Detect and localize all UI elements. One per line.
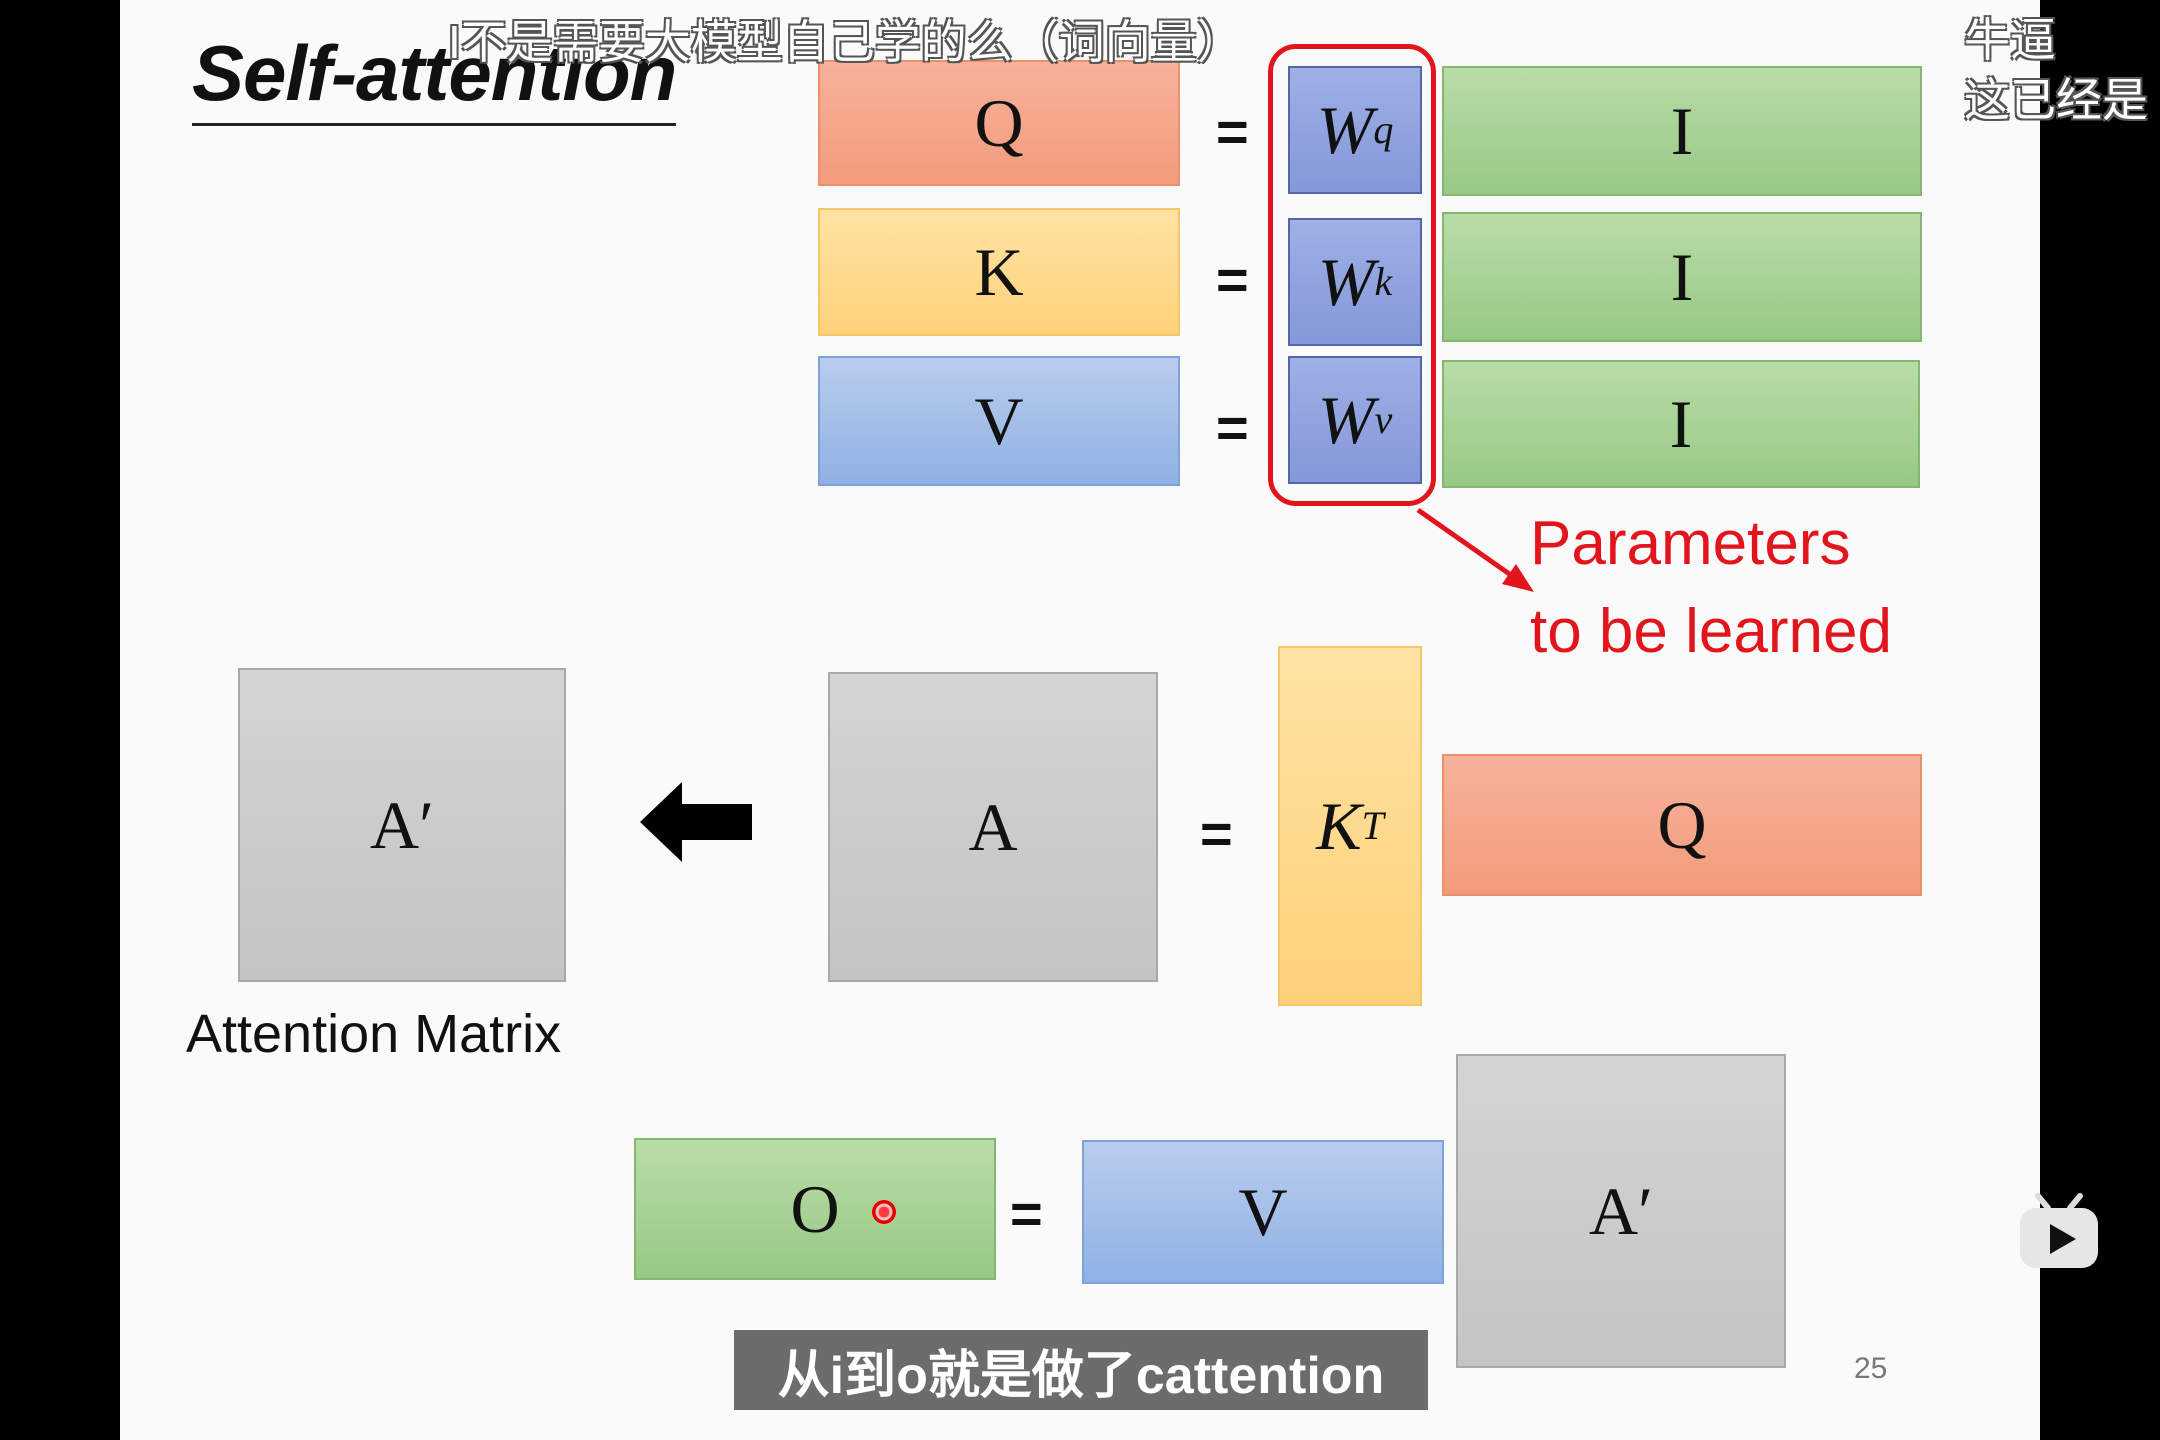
equals-sign: = — [1200, 802, 1233, 865]
a-prime-matrix: A′ — [238, 668, 566, 982]
q-matrix: Q — [1442, 754, 1922, 896]
equals-sign: = — [1216, 248, 1249, 311]
page-number: 25 — [1854, 1352, 1888, 1385]
i-matrix: I — [1442, 66, 1922, 196]
slide-title: Self-attention — [192, 29, 677, 117]
parameters-label: Parameters to be learned — [1530, 509, 1892, 666]
equals-sign: = — [1216, 100, 1249, 163]
v-matrix: V — [818, 356, 1180, 486]
red-arrow-icon — [1416, 507, 1534, 592]
i-matrix: I — [1442, 360, 1920, 488]
danmaku-comment: 牛逼 — [1964, 14, 2056, 66]
a-prime-matrix: A′ — [1456, 1054, 1786, 1368]
q-matrix: Q — [818, 60, 1180, 186]
bilibili-tv-icon[interactable] — [2016, 1190, 2102, 1272]
danmaku-comment: 这已经是 — [1964, 74, 2148, 126]
k-matrix: K — [818, 208, 1180, 336]
subtitle-caption: 从i到o就是做了cattention — [734, 1330, 1428, 1410]
laser-pointer — [872, 1200, 896, 1224]
o-matrix: O — [634, 1138, 996, 1280]
attention-matrix-label: Attention Matrix — [186, 1004, 562, 1064]
a-matrix: A — [828, 672, 1158, 982]
equals-sign: = — [1216, 396, 1249, 459]
equals-sign: = — [1010, 1182, 1043, 1245]
danmaku-comment: I不是需要大模型自己学的么（词向量） — [448, 16, 1243, 68]
left-arrow-icon — [640, 782, 752, 862]
i-matrix: I — [1442, 212, 1922, 342]
parameters-highlight-frame — [1268, 44, 1436, 506]
title-underline — [192, 123, 676, 126]
v-matrix: V — [1082, 1140, 1444, 1284]
